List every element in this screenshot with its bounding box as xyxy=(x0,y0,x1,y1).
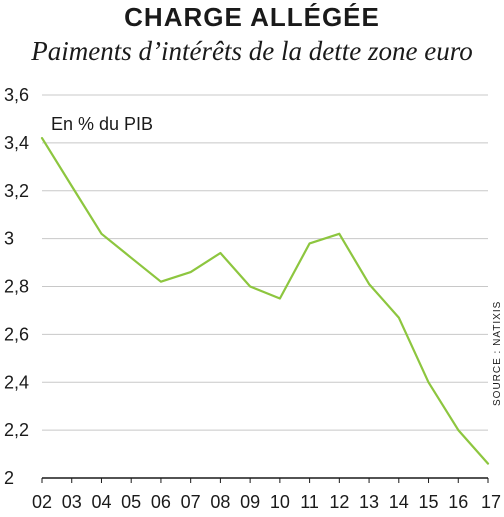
x-tick-label: 03 xyxy=(62,492,82,512)
y-tick-label: 2,2 xyxy=(4,420,29,440)
x-tick-label: 05 xyxy=(121,492,141,512)
gridlines xyxy=(42,94,488,431)
x-tick-label: 04 xyxy=(91,492,111,512)
x-tick-label: 11 xyxy=(300,492,319,512)
y-tick-label: 3,4 xyxy=(4,133,29,153)
x-tick-label: 12 xyxy=(329,492,349,512)
y-tick-labels: 3,6 3,4 3,2 3 2,8 2,6 2,4 2,2 2 xyxy=(4,85,29,488)
x-tick-label: 10 xyxy=(270,492,290,512)
y-tick-label: 2,8 xyxy=(4,277,29,297)
x-tick-label: 02 xyxy=(32,492,52,512)
y-tick-label: 2 xyxy=(4,468,14,488)
chart-title: CHARGE ALLÉGÉE xyxy=(124,2,380,32)
x-tick-label: 13 xyxy=(359,492,379,512)
series xyxy=(40,137,490,465)
x-tick-label: 07 xyxy=(181,492,201,512)
source-label: SOURCE : NATIXIS xyxy=(492,301,503,406)
x-tick-label: 17 xyxy=(481,492,501,512)
y-tick-label: 3,6 xyxy=(4,85,29,105)
y-tick-label: 3 xyxy=(4,229,14,249)
x-tick-label: 16 xyxy=(448,492,468,512)
y-tick-label: 2,4 xyxy=(4,372,29,392)
x-tick-label: 06 xyxy=(151,492,171,512)
chart-subtitle: Paiments d’intérêts de la dette zone eur… xyxy=(31,36,473,66)
x-tick-label: 14 xyxy=(389,492,409,512)
unit-label: En % du PIB xyxy=(51,114,153,134)
x-tick-label: 08 xyxy=(210,492,230,512)
axes xyxy=(41,477,489,483)
y-tick-label: 2,6 xyxy=(4,324,29,344)
x-tick-label: 09 xyxy=(240,492,260,512)
series-line xyxy=(40,137,490,465)
x-tick-labels: 02 03 04 05 06 07 08 09 10 11 12 13 14 15 16 17 xyxy=(32,492,501,512)
y-tick-label: 3,2 xyxy=(4,181,29,201)
x-tick-label: 15 xyxy=(419,492,439,512)
